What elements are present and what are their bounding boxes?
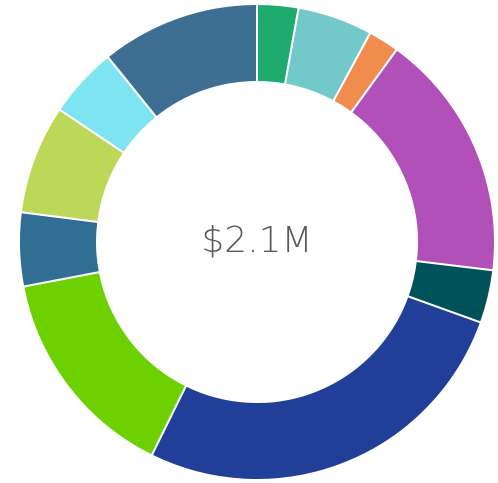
slice (106, 2, 258, 119)
slice (349, 48, 496, 272)
center-label: $2.1M (201, 220, 312, 261)
slice (150, 294, 483, 481)
slices (18, 2, 496, 481)
slice (22, 270, 188, 457)
